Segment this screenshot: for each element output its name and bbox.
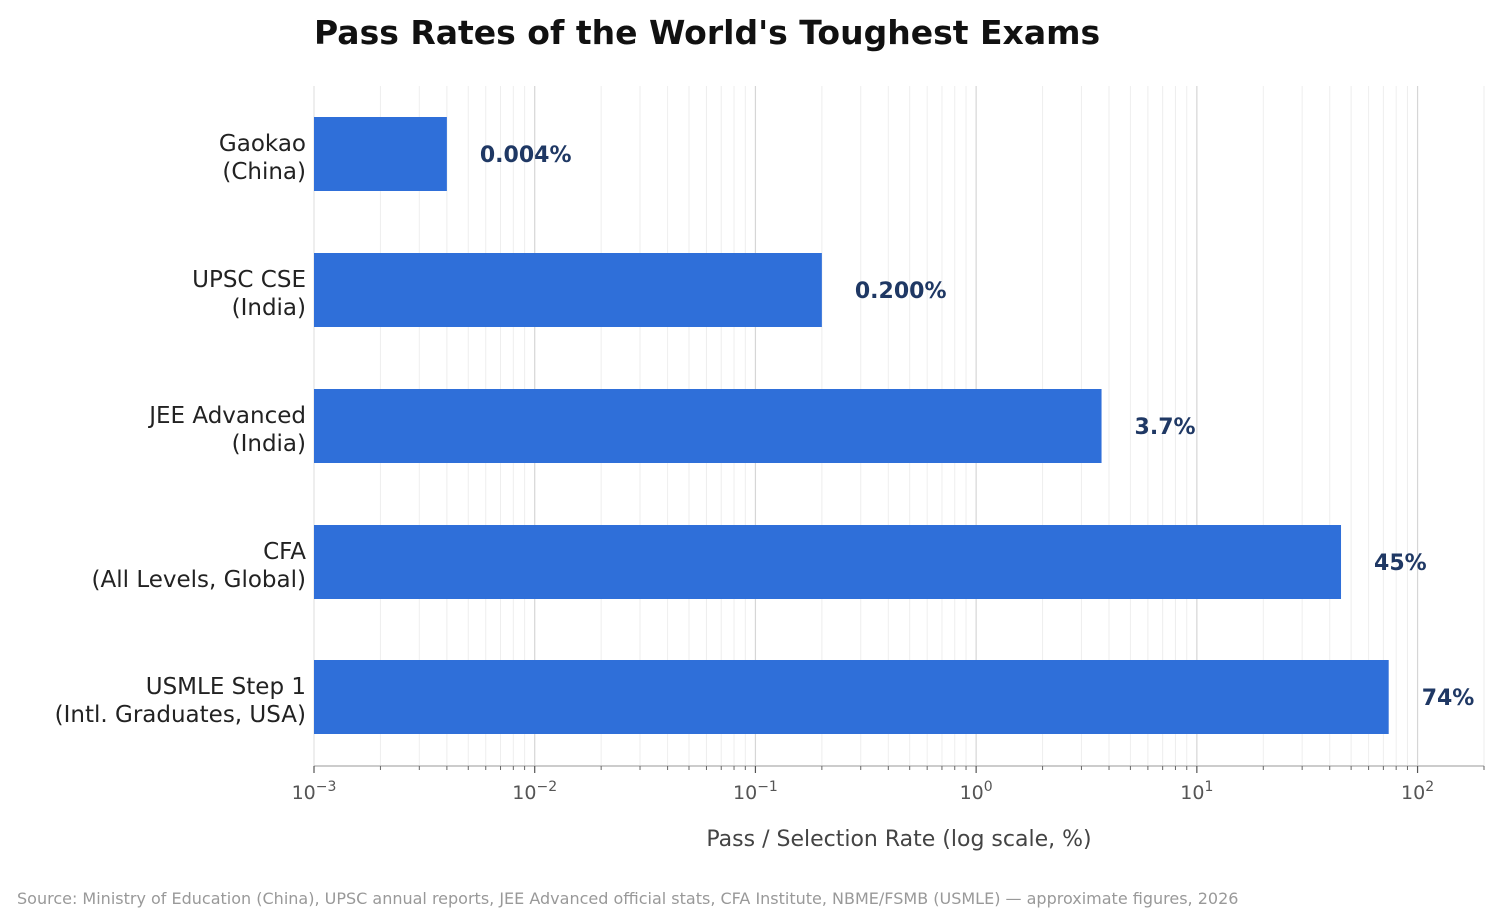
bar xyxy=(314,525,1342,599)
source-note: Source: Ministry of Education (China), U… xyxy=(17,889,1238,908)
bars xyxy=(314,117,1389,734)
category-label: JEE Advanced (India) xyxy=(147,403,306,457)
value-labels: 0.004% 0.200% 3.7% 45% 74% xyxy=(480,143,1474,711)
x-axis-title: Pass / Selection Rate (log scale, %) xyxy=(706,827,1091,852)
value-label: 3.7% xyxy=(1135,415,1196,440)
major-gridlines xyxy=(534,86,1419,766)
category-label: CFA (All Levels, Global) xyxy=(92,539,307,593)
chart-title: Pass Rates of the World's Toughest Exams xyxy=(314,13,1100,52)
value-label: 0.200% xyxy=(855,279,947,304)
x-tick-label: 100 xyxy=(960,779,993,804)
x-axis-ticks xyxy=(313,766,1485,773)
bar xyxy=(314,117,447,191)
category-label: Gaokao (China) xyxy=(219,131,306,185)
category-label: UPSC CSE (India) xyxy=(192,267,306,321)
bar xyxy=(314,389,1102,463)
category-label: USMLE Step 1 (Intl. Graduates, USA) xyxy=(55,674,306,728)
x-tick-label: 101 xyxy=(1180,779,1213,804)
x-tick-labels: 10−3 10−2 10−1 100 101 102 xyxy=(292,779,1435,804)
x-tick-label: 10−1 xyxy=(733,779,778,804)
bar xyxy=(314,253,822,327)
category-labels: Gaokao (China) UPSC CSE (India) JEE Advanced… xyxy=(55,131,307,728)
value-label: 74% xyxy=(1422,686,1475,711)
value-label: 0.004% xyxy=(480,143,572,168)
bar xyxy=(314,660,1389,734)
value-label: 45% xyxy=(1374,551,1427,576)
x-tick-label: 10−2 xyxy=(512,779,557,804)
x-tick-label: 10−3 xyxy=(292,779,337,804)
x-tick-label: 102 xyxy=(1401,779,1434,804)
